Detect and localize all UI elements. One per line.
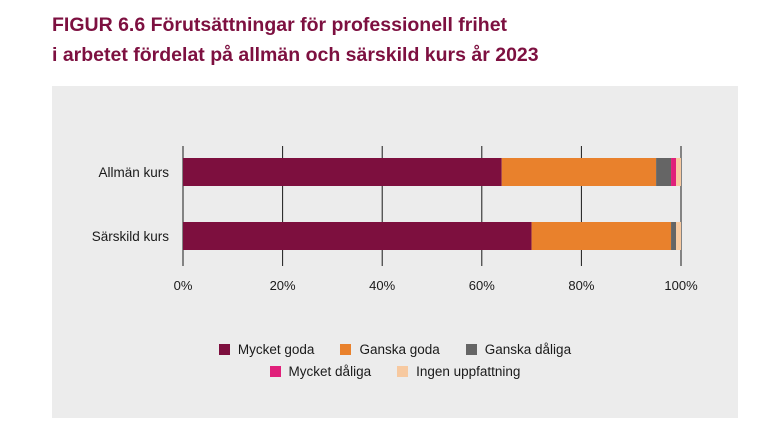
- legend-label: Mycket goda: [237, 341, 315, 357]
- legend-item: Mycket dåliga: [269, 363, 372, 379]
- bar-segment: [183, 222, 532, 250]
- legend-row-1: Mycket goda Ganska goda Ganska dåliga: [52, 338, 738, 360]
- legend-item: Mycket goda: [218, 341, 315, 357]
- legend-label: Ingen uppfattning: [416, 363, 521, 379]
- legend-label: Mycket dåliga: [288, 363, 372, 379]
- chart-title: FIGUR 6.6 Förutsättningar för profession…: [52, 10, 539, 70]
- x-tick-label: 80%: [568, 278, 594, 293]
- chart-panel: 0% 20% 40% 60% 80% 100% Allmän kurs Särskild ku…: [52, 86, 738, 418]
- bar-chart: 0% 20% 40% 60% 80% 100% Allmän kurs Särskild ku…: [92, 146, 698, 293]
- legend-swatch: [397, 365, 409, 377]
- legend-swatch: [465, 343, 477, 355]
- chart-title-line-1: FIGUR 6.6 Förutsättningar för profession…: [52, 14, 508, 36]
- chart-title-line-2: i arbetet fördelat på allmän och särskil…: [52, 44, 539, 66]
- legend-item: Ganska goda: [340, 341, 440, 357]
- x-tick-label: 0%: [174, 278, 193, 293]
- bar-segment: [531, 222, 672, 250]
- legend-swatch: [218, 343, 230, 355]
- x-tick-label: 100%: [664, 278, 698, 293]
- legend-label: Ganska dåliga: [484, 341, 572, 357]
- bar-segment: [501, 158, 657, 186]
- bar-segment: [676, 158, 681, 186]
- legend-row-2: Mycket dåliga Ingen uppfattning: [52, 360, 738, 382]
- bar-segment: [183, 158, 502, 186]
- x-tick-label: 40%: [369, 278, 395, 293]
- legend-item: Ingen uppfattning: [397, 364, 520, 379]
- legend-swatch: [340, 343, 352, 355]
- legend-label: Ganska goda: [359, 341, 440, 357]
- x-tick-label: 20%: [270, 278, 296, 293]
- bar-segment: [671, 158, 677, 186]
- bar-segment: [671, 222, 677, 250]
- legend: Mycket goda Ganska goda Ganska dåliga Myck…: [52, 338, 738, 382]
- legend-item: Ganska dåliga: [465, 341, 572, 357]
- x-tick-label: 60%: [469, 278, 495, 293]
- bar-segment: [676, 222, 681, 250]
- bar-segment: [656, 158, 672, 186]
- legend-swatch: [269, 365, 281, 377]
- category-label: Allmän kurs: [98, 165, 169, 180]
- category-label: Särskild kurs: [92, 229, 170, 244]
